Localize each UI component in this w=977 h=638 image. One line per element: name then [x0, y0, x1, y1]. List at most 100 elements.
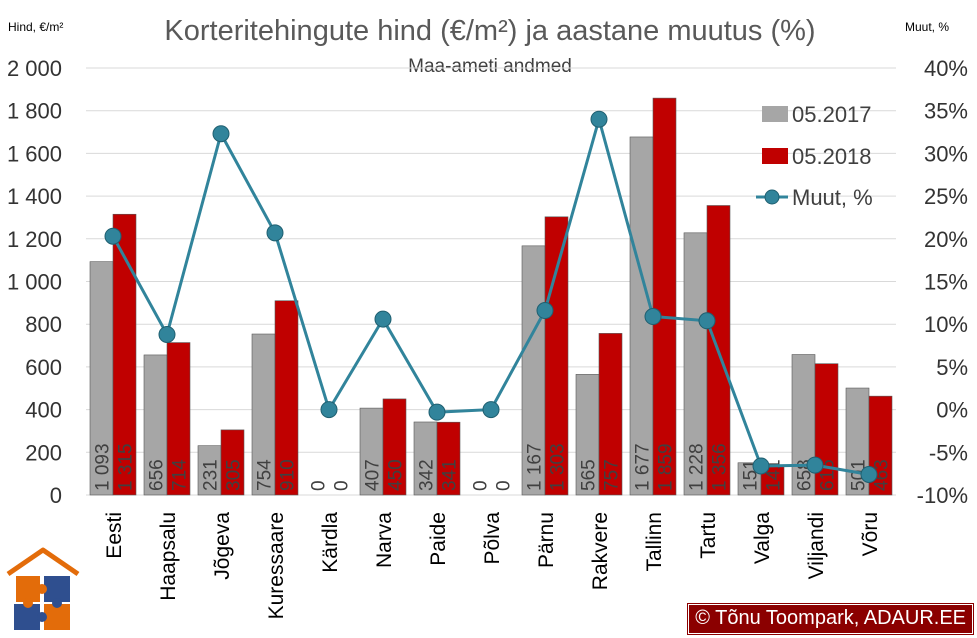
- bar-value-label: 231: [201, 459, 222, 491]
- x-tick-label: Haapsalu: [157, 512, 180, 601]
- x-tick-label: Valga: [751, 512, 774, 564]
- bar-value-label: 1 228: [687, 443, 708, 491]
- change-point: [374, 310, 392, 328]
- change-point: [644, 308, 662, 326]
- bar-value-label: 342: [417, 459, 438, 491]
- bar-05.2018: [220, 429, 245, 496]
- bar-value-label: 0: [309, 480, 330, 491]
- y2-tick-label: 35%: [924, 99, 968, 124]
- copyright-credit: © Tõnu Toompark, ADAUR.EE: [687, 603, 974, 635]
- change-point: [158, 325, 176, 343]
- y2-tick-label: 0%: [936, 398, 968, 423]
- bar-05.2018: [112, 213, 137, 496]
- legend-marker-change: [764, 189, 780, 205]
- change-point: [482, 401, 500, 419]
- y2-tick-label: 10%: [924, 312, 968, 337]
- change-point: [266, 224, 284, 242]
- y-axis-label: Hind, €/m²: [8, 20, 63, 34]
- bar-value-label: 1 167: [525, 443, 546, 491]
- bar-value-label: 0: [332, 480, 353, 491]
- bar-value-label: 0: [494, 480, 515, 491]
- change-point: [860, 466, 878, 484]
- chart-subtitle: Maa-ameti andmed: [408, 56, 572, 77]
- legend-label-2018: 05.2018: [792, 144, 872, 169]
- y-axis-ticks: 0 200 400 600 800 1 000 1 200 1 400 1 600 1 800 2 …: [7, 56, 62, 508]
- x-tick-label: Paide: [427, 512, 450, 566]
- bar-05.2018: [598, 333, 623, 496]
- y2-axis-ticks: -10% -5% 0% 5% 10% 15% 20% 25% 30% 35% 40%: [917, 56, 968, 508]
- y-tick-label: 1 400: [7, 184, 62, 209]
- x-tick-label: Pärnu: [535, 512, 558, 568]
- bar-value-label: 1 677: [633, 443, 654, 491]
- bar-05.2018: [274, 300, 299, 496]
- bar-value-label: 754: [255, 459, 276, 491]
- bar-value-label: 565: [579, 459, 600, 491]
- change-line: [104, 110, 878, 484]
- legend-label-2017: 05.2017: [792, 102, 872, 127]
- y-tick-label: 1 200: [7, 227, 62, 252]
- change-point: [536, 302, 554, 320]
- y2-tick-label: 25%: [924, 184, 968, 209]
- bar-value-label: 463: [872, 459, 893, 491]
- bar-value-label: 757: [602, 459, 623, 491]
- y-tick-label: 600: [25, 355, 62, 380]
- x-axis-ticks: Eesti Haapsalu Jõgeva Kuressaare Kärdla Narva…: [103, 512, 882, 620]
- y2-tick-label: 15%: [924, 270, 968, 295]
- x-tick-label: Narva: [373, 512, 396, 568]
- x-tick-label: Viljandi: [805, 512, 828, 579]
- x-tick-label: Põlva: [481, 512, 504, 565]
- bar-value-label: 910: [278, 459, 299, 491]
- change-point: [428, 403, 446, 421]
- x-tick-label: Jõgeva: [211, 512, 234, 580]
- bar-value-label: 501: [849, 459, 870, 491]
- bar-value-label: 450: [386, 459, 407, 491]
- legend-swatch-2017: [762, 106, 788, 122]
- x-tick-label: Tallinn: [643, 512, 666, 572]
- y-tick-label: 2 000: [7, 56, 62, 81]
- x-tick-label: Võru: [859, 512, 882, 556]
- bar-05.2018: [382, 398, 407, 496]
- change-point: [320, 401, 338, 419]
- y-tick-label: 1 000: [7, 270, 62, 295]
- bar-value-label: 0: [471, 480, 492, 491]
- legend-swatch-2018: [762, 148, 788, 164]
- bar-value-label: 407: [363, 459, 384, 491]
- change-line-path: [111, 113, 870, 476]
- bar-value-label: 714: [170, 459, 191, 491]
- bar-labels: 1 093 656 231 754 0 407 342 0 1 167 565 1 677 1 228…: [93, 443, 893, 491]
- y2-tick-label: 5%: [936, 355, 968, 380]
- y2-tick-label: 20%: [924, 227, 968, 252]
- legend-label-change: Muut, %: [792, 185, 873, 210]
- x-tick-label: Tartu: [697, 512, 720, 559]
- y-tick-label: 800: [25, 312, 62, 337]
- x-tick-label: Kärdla: [319, 512, 342, 573]
- x-tick-label: Kuressaare: [265, 512, 288, 619]
- change-point: [104, 227, 122, 245]
- change-point: [806, 456, 824, 474]
- bar-value-label: 1 303: [548, 443, 569, 491]
- y2-tick-label: 40%: [924, 56, 968, 81]
- bar-value-label: 1 356: [710, 443, 731, 491]
- bar-value-label: 1 315: [116, 443, 137, 491]
- y-tick-label: 200: [25, 440, 62, 465]
- bar-value-label: 341: [440, 459, 461, 491]
- bar-value-label: 305: [224, 459, 245, 491]
- y2-axis-label: Muut, %: [905, 20, 949, 34]
- x-tick-label: Rakvere: [589, 512, 612, 590]
- gridlines: [86, 67, 896, 496]
- change-point: [212, 125, 230, 143]
- y-tick-label: 400: [25, 398, 62, 423]
- y2-tick-label: -10%: [917, 483, 968, 508]
- y2-tick-label: -5%: [929, 440, 968, 465]
- y-tick-label: 0: [50, 483, 62, 508]
- bar-05.2018: [166, 342, 191, 496]
- bar-value-label: 656: [147, 459, 168, 491]
- bar-value-label: 1 859: [656, 443, 677, 491]
- y-tick-label: 1 600: [7, 141, 62, 166]
- x-tick-label: Eesti: [103, 512, 126, 559]
- change-point: [590, 110, 608, 128]
- chart-title: Korteritehingute hind (€/m²) ja aastane …: [164, 15, 815, 47]
- bars: [89, 97, 893, 496]
- change-point: [698, 312, 716, 330]
